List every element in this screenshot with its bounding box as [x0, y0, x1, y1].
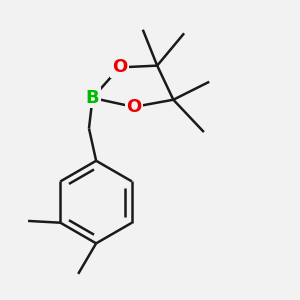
- Text: O: O: [126, 98, 142, 116]
- Text: B: B: [86, 89, 99, 107]
- Text: O: O: [112, 58, 127, 76]
